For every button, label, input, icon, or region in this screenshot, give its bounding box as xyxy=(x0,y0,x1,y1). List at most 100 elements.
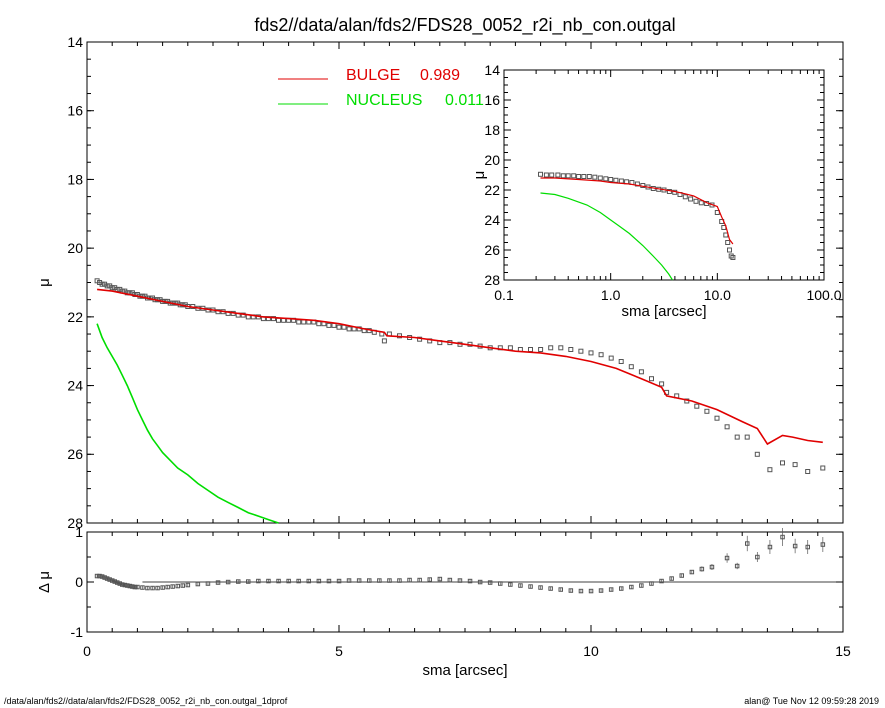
data-point xyxy=(336,324,342,330)
data-point xyxy=(306,578,311,584)
data-point xyxy=(698,200,704,206)
data-point xyxy=(266,578,271,584)
data-point xyxy=(805,469,811,474)
data-point xyxy=(543,172,549,178)
inset-plot: 0.1 1.0 10.0 100.0 14 16 18 20 22 24 26 28 μ sma [arc… xyxy=(471,62,842,320)
y-tick-label: 20 xyxy=(67,240,83,256)
x-tick-label: 0.1 xyxy=(494,287,514,303)
data-point xyxy=(560,173,566,179)
y-tick-label: 26 xyxy=(67,446,83,462)
data-point xyxy=(780,460,785,466)
data-point xyxy=(316,321,322,327)
data-point xyxy=(549,172,555,178)
data-point xyxy=(619,586,624,591)
data-point xyxy=(99,574,105,579)
data-point xyxy=(387,578,392,583)
series-bulge-line xyxy=(97,288,823,446)
data-point xyxy=(276,578,281,584)
data-point xyxy=(780,534,785,540)
data-point xyxy=(638,369,644,375)
data-point xyxy=(170,584,175,589)
data-point xyxy=(487,580,493,585)
data-point xyxy=(608,355,614,361)
data-point xyxy=(755,554,760,560)
data-point xyxy=(571,173,577,179)
y-tick-label: 28 xyxy=(484,272,500,288)
data-point xyxy=(745,541,750,546)
chart-title: fds2//data/alan/fds2/FDS28_0052_r2i_nb_c… xyxy=(254,15,675,36)
data-point xyxy=(467,578,473,584)
data-point xyxy=(608,587,614,592)
data-point xyxy=(296,319,302,325)
y-tick-label: 28 xyxy=(67,515,83,531)
data-point xyxy=(820,465,826,471)
footer-filepath: /data/alan/fds2//data/alan/fds2/FDS28_00… xyxy=(4,696,288,706)
data-point xyxy=(688,196,694,202)
data-point xyxy=(548,586,553,591)
y-tick-label: 18 xyxy=(484,122,500,138)
data-point xyxy=(588,588,594,594)
x-tick-label: 10 xyxy=(583,643,599,659)
x-tick-label: 15 xyxy=(835,643,851,659)
data-point xyxy=(558,345,564,351)
data-point xyxy=(117,581,122,586)
data-point xyxy=(693,198,699,204)
data-point xyxy=(97,573,102,579)
series-bulge-line xyxy=(540,177,734,245)
data-point xyxy=(659,381,665,387)
data-point xyxy=(120,582,125,587)
data-point xyxy=(725,240,731,245)
y-tick-label: 1 xyxy=(75,524,83,540)
data-point xyxy=(588,350,594,356)
data-point xyxy=(286,578,291,584)
data-point xyxy=(165,584,170,590)
data-point xyxy=(565,173,571,179)
data-point xyxy=(714,415,720,421)
y-axis-label: Δ μ xyxy=(36,571,53,593)
data-point xyxy=(115,580,120,585)
footer-timestamp: alan@ Tue Nov 12 09:59:28 2019 xyxy=(744,696,879,706)
data-point xyxy=(175,583,180,589)
data-point xyxy=(734,434,740,440)
data-point xyxy=(576,174,582,179)
data-point xyxy=(185,582,191,588)
data-point xyxy=(326,322,332,328)
data-point xyxy=(555,172,561,178)
data-point xyxy=(603,176,609,182)
y-tick-label: 24 xyxy=(67,377,83,393)
data-point xyxy=(180,583,185,588)
data-point xyxy=(578,588,584,594)
data-point xyxy=(586,174,592,179)
data-point xyxy=(301,319,307,325)
data-point xyxy=(122,582,128,588)
series-nucleus-line xyxy=(96,323,279,524)
data-point xyxy=(649,376,654,382)
data-point xyxy=(356,578,362,583)
data-point xyxy=(316,578,322,584)
data-point xyxy=(548,345,554,351)
y-tick-label: 0 xyxy=(75,574,83,590)
data-point xyxy=(160,585,165,590)
data-point xyxy=(296,578,301,584)
data-point xyxy=(215,580,221,585)
data-point xyxy=(724,555,730,561)
data-point xyxy=(699,566,705,572)
data-point xyxy=(437,576,443,582)
data-point xyxy=(727,247,732,253)
main-plot: 14 16 18 20 22 24 26 28 μ xyxy=(36,34,844,531)
data-point xyxy=(805,544,810,550)
data-point xyxy=(679,573,684,578)
data-point xyxy=(155,585,160,591)
data-point xyxy=(568,588,574,593)
data-point xyxy=(634,181,640,187)
data-point xyxy=(682,194,688,200)
y-tick-label: 18 xyxy=(67,171,83,187)
data-point xyxy=(477,579,483,585)
data-point xyxy=(135,584,140,590)
data-point xyxy=(538,585,543,590)
y-tick-label: 22 xyxy=(67,309,83,325)
data-point xyxy=(724,424,730,430)
data-point xyxy=(377,578,382,583)
y-axis-label: μ xyxy=(471,171,488,180)
